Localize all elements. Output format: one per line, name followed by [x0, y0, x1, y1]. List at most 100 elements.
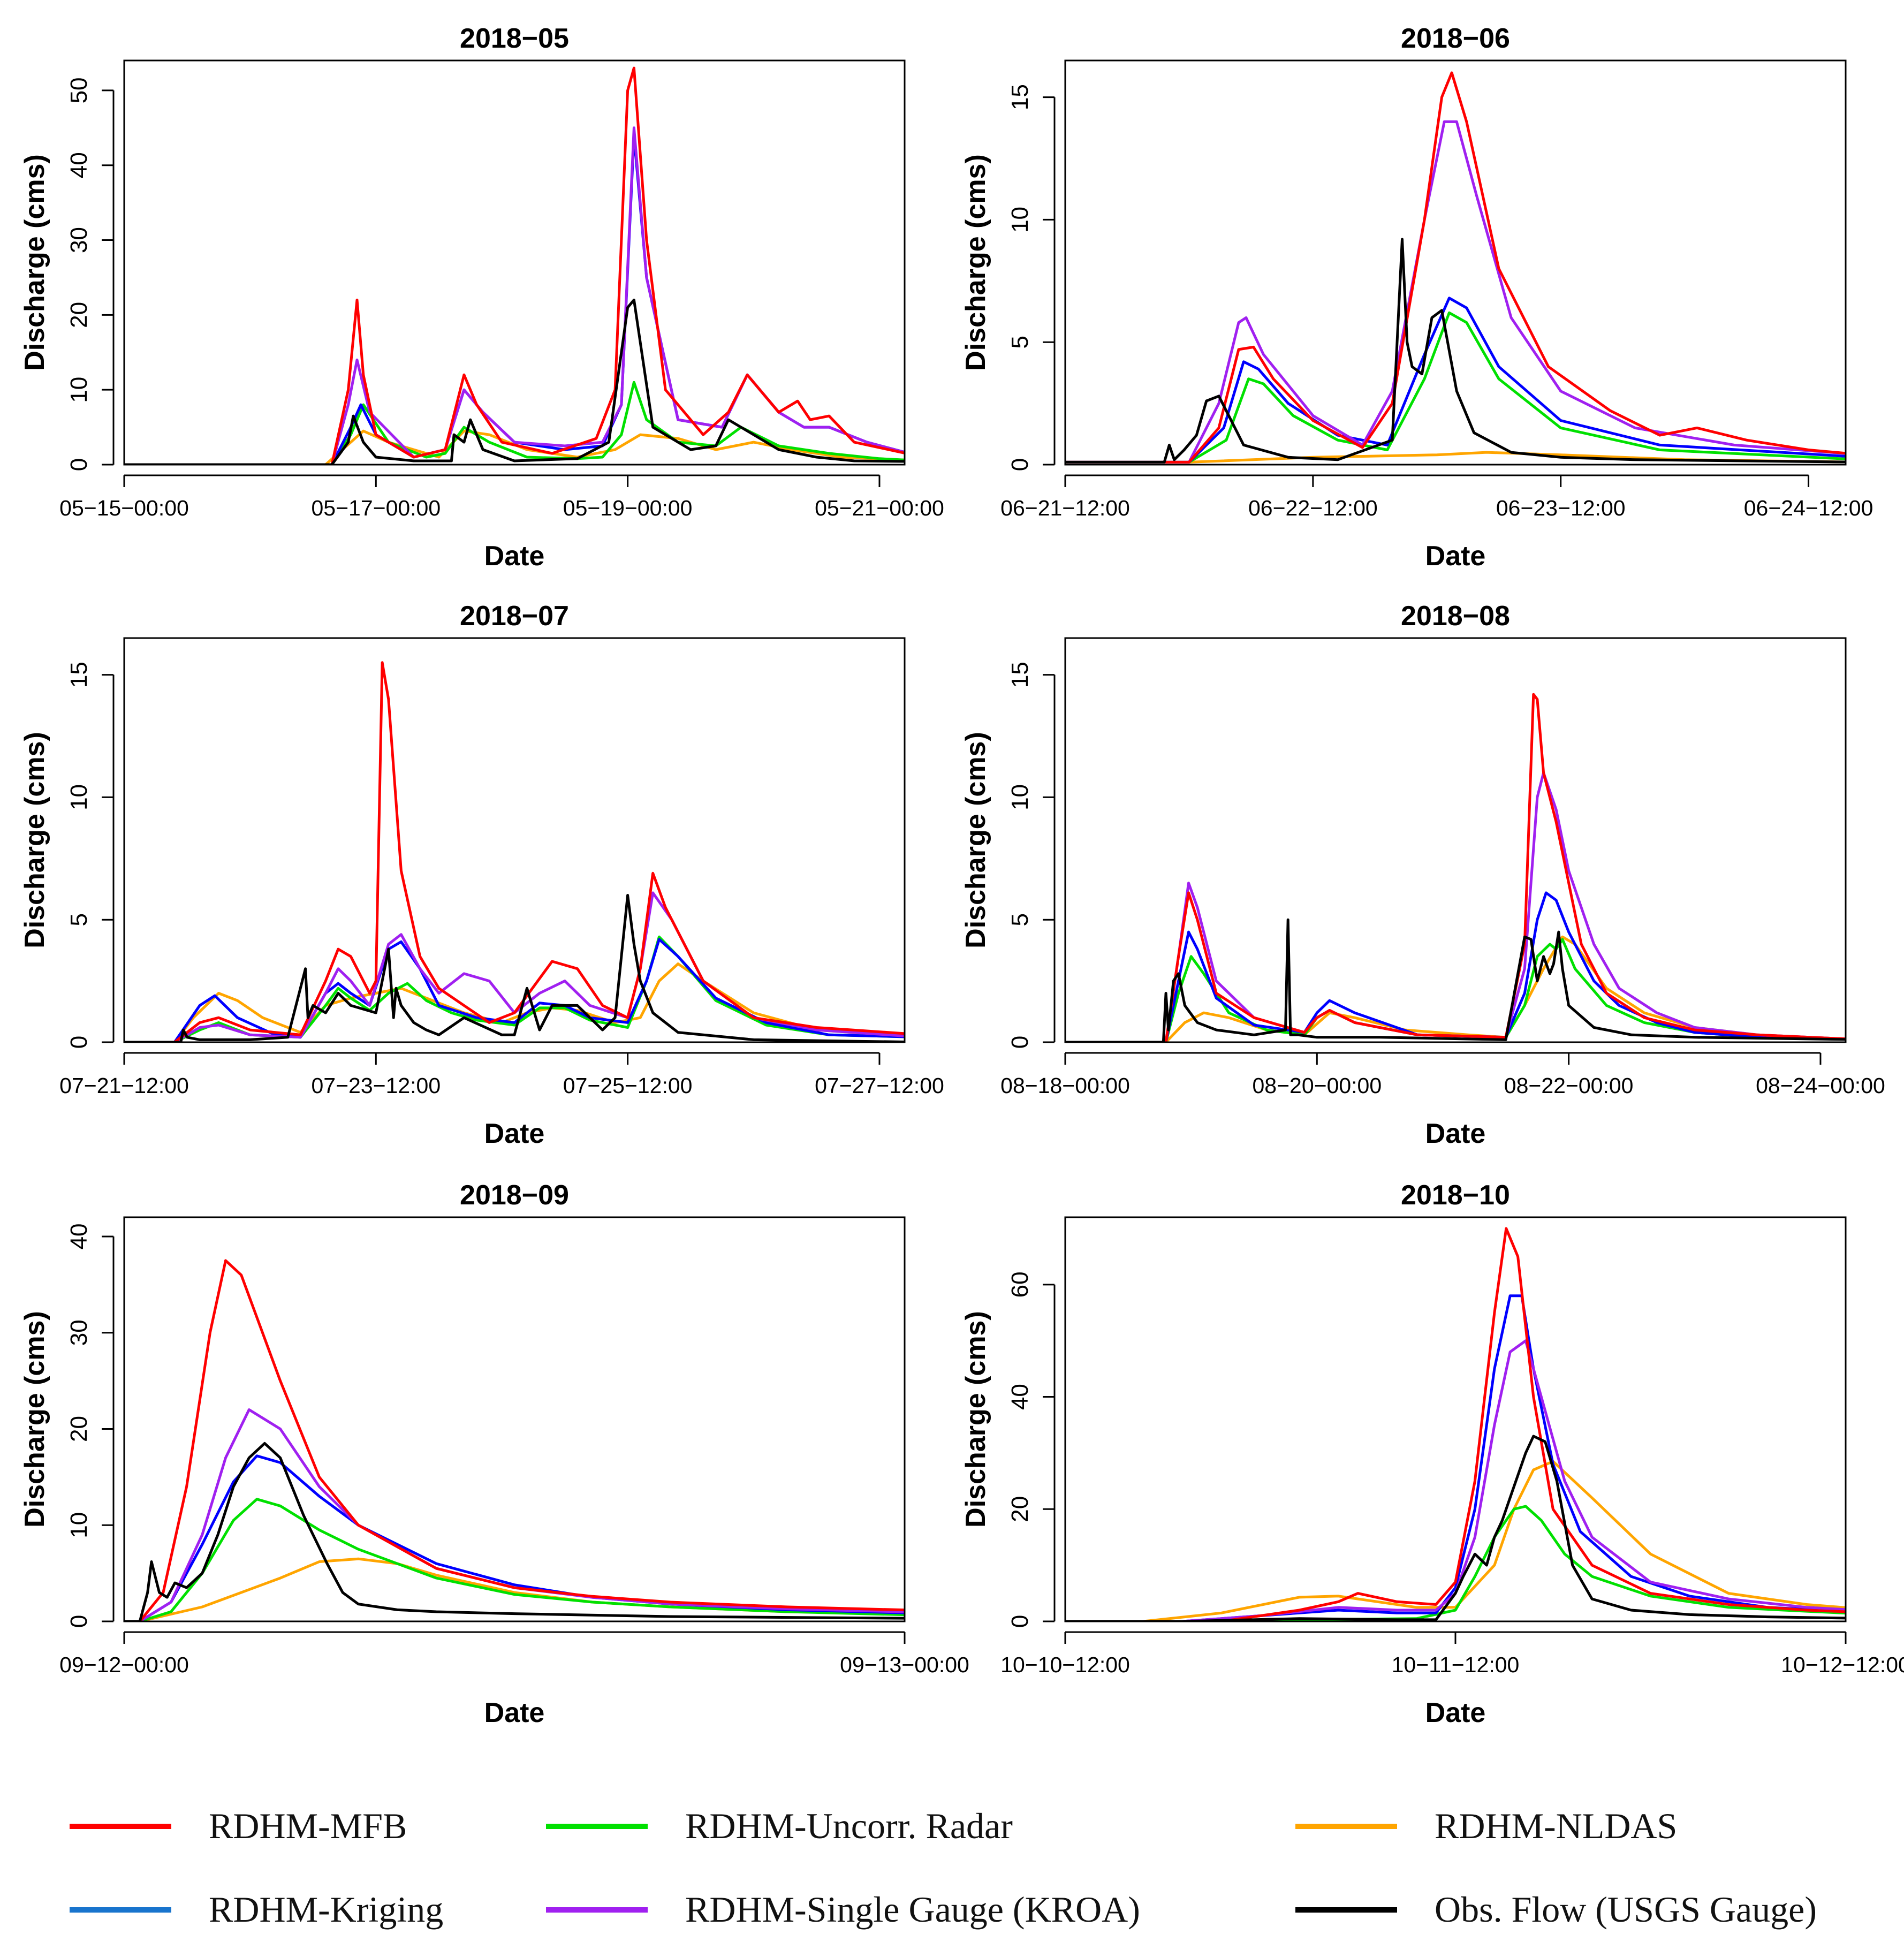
legend-item-rdhm-kriging: RDHM-Kriging: [70, 1888, 443, 1931]
chart-2-x-label: Date: [1425, 541, 1486, 572]
legend-label-obs-flow: Obs. Flow (USGS Gauge): [1435, 1889, 1817, 1930]
chart-2-y-tick-label-15: 15: [1007, 84, 1033, 110]
chart-5-series: [124, 1259, 905, 1621]
chart-3-y-tick-label-15: 15: [66, 662, 92, 688]
chart-2-line-kriging: [1065, 297, 1846, 464]
chart-6-y-tick-label-0: 0: [1007, 1615, 1033, 1628]
chart-5-line-uncorr: [124, 1498, 905, 1621]
chart-1-series: [124, 66, 905, 465]
legend-item-rdhm-uncorr-radar: RDHM-Uncorr. Radar: [546, 1805, 1013, 1847]
chart-3-line-single: [124, 891, 905, 1042]
chart-5-y-tick-label-40: 40: [66, 1223, 92, 1249]
chart-2-line-mfb: [1065, 71, 1846, 464]
chart-2-y-tick-label-5: 5: [1007, 336, 1033, 348]
chart-3-x-tick-label-07-25-12-00: 07−25−12:00: [563, 1073, 693, 1098]
legend-swatch-obs-flow: [1295, 1907, 1397, 1913]
chart-1-line-kriging: [124, 134, 905, 465]
chart-4-y-tick-label-15: 15: [1007, 662, 1033, 688]
chart-4-line-mfb: [1065, 693, 1846, 1042]
chart-4-line-kriging: [1065, 891, 1846, 1042]
chart-1-line-obs: [124, 298, 905, 465]
chart-6-line-mfb: [1065, 1227, 1846, 1621]
chart-6-y-tick-label-40: 40: [1007, 1384, 1033, 1410]
chart-4-line-nldas: [1065, 935, 1846, 1042]
chart-3-line-obs: [124, 894, 905, 1042]
chart-6-x-tick-label-10-12-12-00: 10−12−12:00: [1781, 1652, 1904, 1677]
chart-1-x-tick-label-05-15-00-00: 05−15−00:00: [59, 496, 189, 520]
chart-2-line-uncorr: [1065, 311, 1846, 464]
chart-4-line-obs: [1065, 918, 1846, 1042]
chart-5-y-tick-label-20: 20: [66, 1416, 92, 1442]
chart-1-line-uncorr: [124, 381, 905, 465]
chart-1-x-tick-label-05-21-00-00: 05−21−00:00: [815, 496, 944, 520]
chart-4: 2018−08 08−18−00:00 08−20−00:00 08−22−00:00…: [960, 601, 1885, 1149]
chart-3-y-tick-label-0: 0: [66, 1036, 92, 1049]
chart-1-y-tick-label-40: 40: [66, 152, 92, 178]
chart-5-y-tick-label-30: 30: [66, 1319, 92, 1346]
chart-6-line-obs: [1065, 1435, 1846, 1621]
chart-2-y-tick-label-0: 0: [1007, 458, 1033, 471]
chart-6-x-tick-label-10-11-12-00: 10−11−12:00: [1392, 1652, 1520, 1677]
chart-5-y-tick-label-0: 0: [66, 1615, 92, 1628]
chart-3-line-kriging: [124, 938, 905, 1042]
chart-3-x-tick-label-07-27-12-00: 07−27−12:00: [815, 1073, 944, 1098]
chart-6-x-tick-label-10-10-12-00: 10−10−12:00: [1000, 1652, 1130, 1677]
legend-swatch-rdhm-uncorr-radar: [546, 1823, 648, 1829]
chart-2-x-tick-label-06-23-12-00: 06−23−12:00: [1496, 496, 1626, 520]
chart-3-y-tick-label-5: 5: [66, 913, 92, 926]
chart-1-y-tick-label-10: 10: [66, 377, 92, 403]
chart-6-line-kriging: [1065, 1294, 1846, 1621]
chart-3-y-label: Discharge (cms): [19, 732, 50, 949]
chart-6-frame: [1064, 1216, 1847, 1622]
chart-5-title: 2018−09: [460, 1180, 569, 1211]
chart-2: 2018−06 06−21−12:00 06−22−12:00 06−23−12:00…: [960, 23, 1873, 572]
legend-item-rdhm-single-gauge: RDHM-Single Gauge (KROA): [546, 1888, 1140, 1931]
chart-2-y-label: Discharge (cms): [960, 154, 991, 371]
chart-3-y-tick-label-10: 10: [66, 784, 92, 810]
chart-1-title: 2018−05: [460, 23, 569, 54]
chart-3-x-tick-label-07-21-12-00: 07−21−12:00: [59, 1073, 189, 1098]
chart-3-title: 2018−07: [460, 601, 569, 632]
chart-5-x-tick-label-09-12-00-00: 09−12−00:00: [59, 1652, 189, 1677]
chart-4-x-tick-label-08-20-00-00: 08−20−00:00: [1252, 1073, 1382, 1098]
chart-2-line-single: [1065, 120, 1846, 464]
legend-swatch-rdhm-nldas: [1295, 1823, 1397, 1829]
chart-5-y-label: Discharge (cms): [19, 1311, 50, 1528]
chart-3-line-mfb: [124, 661, 905, 1042]
legend-label-rdhm-kriging: RDHM-Kriging: [209, 1889, 444, 1930]
chart-6: 2018−10 10−10−12:00 10−11−12:00 10−12−12:00…: [960, 1180, 1904, 1728]
chart-1-x-label: Date: [484, 541, 545, 572]
chart-4-frame: [1064, 637, 1847, 1043]
chart-5-frame: [123, 1216, 906, 1622]
legend: RDHM-MFB RDHM-Uncorr. Radar RDHM-NLDAS R…: [0, 1766, 1904, 1957]
chart-4-x-tick-label-08-22-00-00: 08−22−00:00: [1504, 1073, 1634, 1098]
chart-1-frame: [123, 59, 906, 466]
chart-3-x-label: Date: [484, 1118, 545, 1149]
chart-3-x-tick-label-07-23-12-00: 07−23−12:00: [311, 1073, 441, 1098]
chart-4-y-label: Discharge (cms): [960, 732, 991, 949]
chart-6-y-label: Discharge (cms): [960, 1311, 991, 1528]
chart-2-x-tick-label-06-22-12-00: 06−22−12:00: [1248, 496, 1378, 520]
chart-6-title: 2018−10: [1401, 1180, 1510, 1211]
chart-5: 2018−09 09−12−00:00 09−13−00:00 Date 0 10 20 30…: [19, 1180, 969, 1728]
legend-label-rdhm-uncorr-radar: RDHM-Uncorr. Radar: [685, 1806, 1013, 1846]
chart-4-y-tick-label-0: 0: [1007, 1036, 1033, 1049]
chart-1-y-tick-label-0: 0: [66, 458, 92, 471]
legend-item-rdhm-mfb: RDHM-MFB: [70, 1805, 407, 1847]
chart-2-frame: [1064, 59, 1847, 466]
legend-swatch-rdhm-single-gauge: [546, 1907, 648, 1913]
chart-2-x-tick-label-06-21-12-00: 06−21−12:00: [1000, 496, 1130, 520]
chart-1-line-mfb: [124, 66, 905, 465]
chart-3-frame: [123, 637, 906, 1043]
chart-4-x-tick-label-08-24-00-00: 08−24−00:00: [1756, 1073, 1885, 1098]
chart-6-line-single: [1065, 1339, 1846, 1621]
chart-1-x-tick-label-05-17-00-00: 05−17−00:00: [311, 496, 441, 520]
chart-6-series: [1065, 1227, 1846, 1621]
legend-swatch-rdhm-kriging: [70, 1907, 171, 1913]
chart-4-line-uncorr: [1065, 938, 1846, 1042]
chart-1-line-single: [124, 126, 905, 465]
legend-label-rdhm-mfb: RDHM-MFB: [209, 1806, 407, 1846]
chart-2-title: 2018−06: [1401, 23, 1510, 54]
chart-6-y-tick-label-60: 60: [1007, 1271, 1033, 1298]
